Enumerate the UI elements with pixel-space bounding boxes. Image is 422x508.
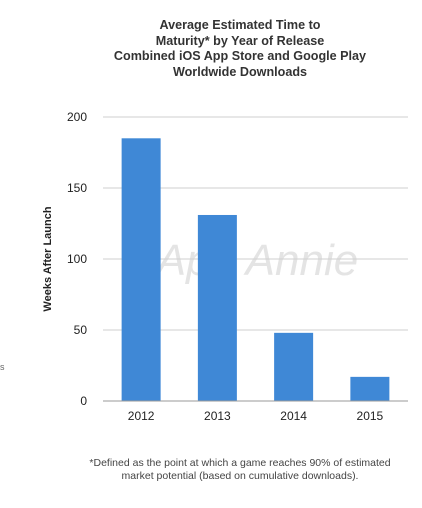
bar bbox=[121, 138, 161, 402]
y-axis-title: Weeks After Launch bbox=[42, 206, 54, 311]
x-tick-label: 2015 bbox=[357, 409, 384, 423]
chart-title-line-4: Worldwide Downloads bbox=[172, 64, 308, 79]
x-tick-label: 2013 bbox=[204, 409, 231, 423]
y-tick-label: 0 bbox=[80, 394, 87, 408]
bar bbox=[274, 332, 314, 401]
watermark-text: App Annie bbox=[154, 236, 358, 285]
y-tick-label: 150 bbox=[67, 181, 87, 195]
chart-footnote: *Defined as the point at which a game re… bbox=[60, 457, 420, 483]
footnote-line-1: *Defined as the point at which a game re… bbox=[89, 457, 391, 469]
chart-title-line-3: Combined iOS App Store and Google Play bbox=[113, 49, 367, 63]
bar-chart: App Annie 0 50 100 150 200 2012 2013 2014 2015 Wee… bbox=[42, 110, 408, 423]
y-tick-label: 100 bbox=[67, 252, 87, 266]
footnote-line-2: market potential (based on cumulative do… bbox=[121, 470, 359, 482]
left-edge-text-fragment: s bbox=[0, 362, 5, 372]
y-tick-label: 200 bbox=[67, 110, 87, 124]
chart-title: Average Estimated Time to Maturity* by Y… bbox=[60, 18, 420, 80]
chart-title-line-2: Maturity* by Year of Release bbox=[155, 33, 325, 48]
bar bbox=[197, 214, 237, 401]
x-tick-label: 2014 bbox=[280, 409, 307, 423]
bar bbox=[350, 376, 390, 401]
x-tick-label: 2012 bbox=[128, 409, 155, 423]
chart-title-line-1: Average Estimated Time to bbox=[159, 18, 321, 32]
y-tick-label: 50 bbox=[74, 323, 88, 337]
